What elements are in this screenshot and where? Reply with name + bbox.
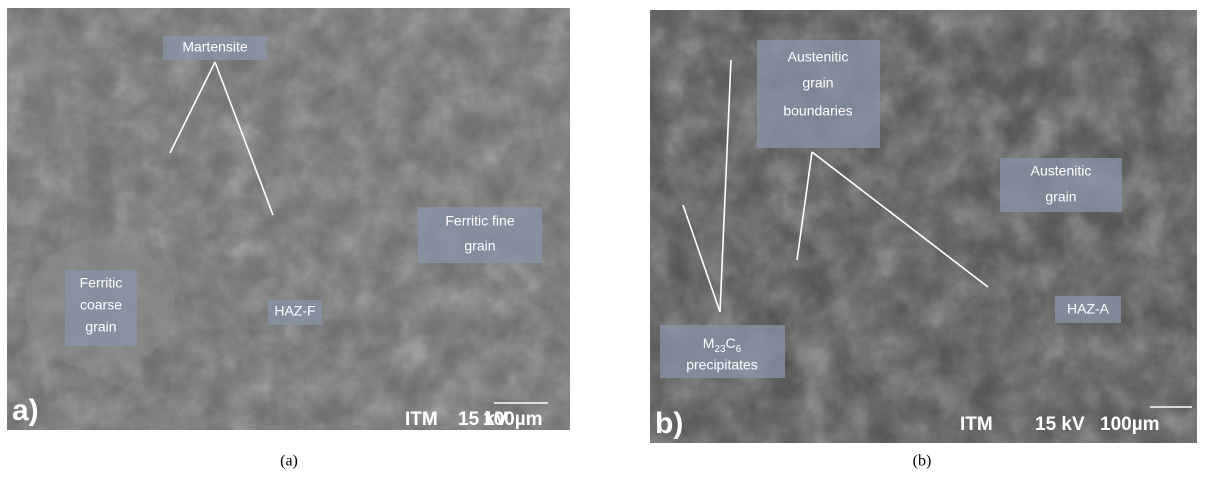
- label-segment: 6: [736, 344, 742, 355]
- label-line: Martensite: [182, 39, 248, 55]
- label-line: Ferritic fine: [445, 213, 514, 229]
- label-line: Austenitic: [788, 49, 849, 65]
- footer-scale: 100µm: [1100, 414, 1160, 435]
- label-line: boundaries: [783, 103, 852, 119]
- panel-id: a): [12, 394, 39, 427]
- label-line: HAZ-F: [274, 303, 315, 319]
- label-line: HAZ-A: [1067, 301, 1110, 317]
- panel-id: b): [655, 407, 683, 440]
- micrograph-b: [650, 10, 1197, 443]
- caption: (b): [913, 453, 932, 470]
- label-line: grain: [464, 238, 495, 254]
- footer-detector: ITM: [960, 414, 993, 435]
- label-segment: C: [726, 335, 736, 351]
- footer-detector: ITM: [405, 409, 438, 430]
- footer-voltage: 15 kV: [1035, 414, 1085, 435]
- footer-scale: 100µm: [483, 409, 543, 430]
- caption: (a): [280, 453, 298, 470]
- label-segment: M: [703, 335, 715, 351]
- label-line: Ferritic: [80, 275, 123, 291]
- label-line: Austenitic: [1031, 163, 1092, 179]
- label-line: coarse: [80, 297, 122, 313]
- figure: Martensite Ferritic fine grain Ferritic coar…: [0, 0, 1205, 477]
- label-line: precipitates: [686, 357, 758, 373]
- label-line: grain: [1045, 189, 1076, 205]
- label-segment: 23: [714, 344, 726, 355]
- label-line: grain: [802, 75, 833, 91]
- label-line: grain: [85, 319, 116, 335]
